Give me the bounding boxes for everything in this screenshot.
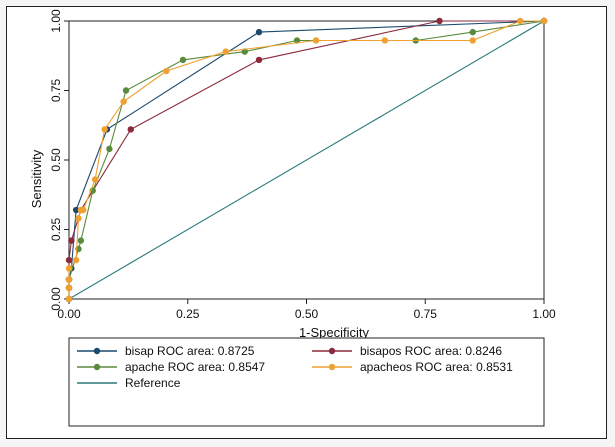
series-3-point-16 (517, 17, 524, 25)
legend-label-0: bisap ROC area: 0.8725 (125, 344, 255, 358)
series-3-point-3 (65, 265, 73, 272)
series-2-point-8 (179, 56, 187, 64)
series-3-point-2 (65, 276, 73, 283)
y-tick-label-4: 1.00 (49, 9, 63, 33)
legend-marker-3 (328, 363, 336, 371)
x-tick-label-2: 0.50 (295, 307, 319, 321)
series-2-point-6 (106, 145, 113, 153)
series-line-4 (68, 20, 545, 300)
series-2-point-7 (122, 87, 130, 94)
series-3-point-5 (75, 215, 82, 222)
series-2-point-4 (77, 237, 85, 244)
series-2-point-12 (469, 28, 476, 36)
series-3-point-1 (65, 284, 73, 292)
legend-marker-2 (93, 363, 101, 371)
series-2-point-10 (293, 37, 301, 44)
chart-frame: Sensitivity 1-Specificity 0.00 0.25 0.50 0.… (6, 6, 607, 439)
y-tick-label-1: 0.25 (49, 217, 63, 241)
series-3-point-4 (72, 256, 80, 264)
x-tick-label-3: 0.75 (414, 307, 438, 321)
legend-label-4: Reference (125, 376, 181, 390)
series-0-point-4 (72, 206, 80, 214)
x-axis-title: 1-Specificity (299, 325, 370, 340)
series-3-point-17 (540, 17, 548, 25)
y-tick-label-2: 0.50 (49, 148, 63, 172)
series-3-point-8 (91, 176, 99, 183)
series-3-point-9 (101, 126, 108, 133)
y-tick-label-3: 0.75 (49, 78, 63, 102)
legend-marker-1 (328, 347, 336, 355)
legend-label-2: apache ROC area: 0.8547 (125, 360, 265, 374)
y-axis-title: Sensitivity (29, 149, 44, 208)
roc-chart: Sensitivity 1-Specificity 0.00 0.25 0.50 0.… (29, 9, 556, 427)
series-1-point-7 (255, 56, 263, 64)
series-0-point-6 (255, 28, 263, 36)
series-3-point-15 (469, 37, 476, 44)
legend-label-3: apacheos ROC area: 0.8531 (360, 360, 513, 374)
x-tick-label-0: 0.00 (57, 307, 81, 321)
series-3-point-12 (222, 48, 229, 55)
y-tick-label-0: 0.00 (49, 287, 63, 311)
legend (68, 337, 545, 427)
series-3-point-11 (163, 67, 170, 75)
series-1-point-4 (68, 237, 75, 244)
legend-label-1: bisapos ROC area: 0.8246 (360, 344, 502, 358)
series-1-point-6 (127, 126, 134, 133)
series-3-point-14 (381, 37, 389, 44)
x-tick-label-4: 1.00 (532, 307, 556, 321)
series-3-point-10 (120, 98, 127, 105)
series-3-point-0 (65, 295, 73, 303)
series-1-point-3 (65, 256, 73, 264)
series-1-point-8 (436, 17, 443, 25)
legend-marker-0 (93, 347, 101, 355)
x-tick-label-1: 0.25 (176, 307, 200, 321)
series-3-point-7 (80, 206, 87, 214)
series-3-point-13 (312, 37, 320, 44)
